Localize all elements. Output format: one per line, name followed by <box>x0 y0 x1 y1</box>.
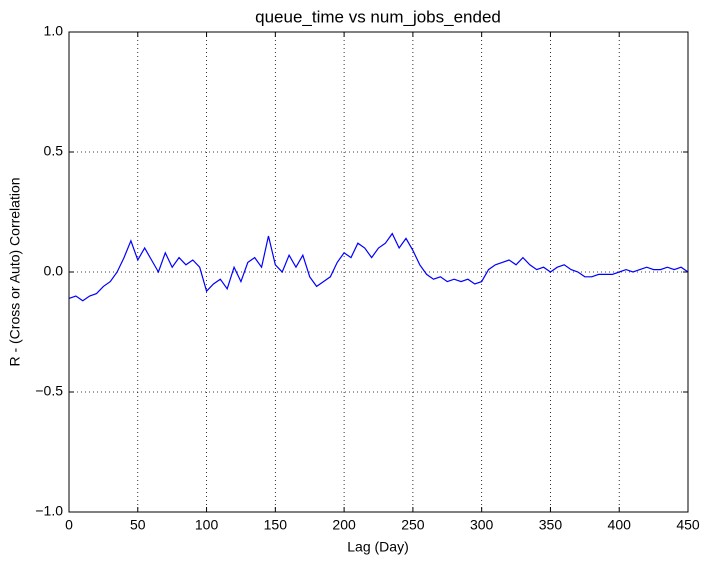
plot-frame <box>68 31 689 513</box>
y-tick-label: 0.0 <box>44 263 64 279</box>
x-tick-label: 350 <box>539 517 563 533</box>
y-tick-label: 1.0 <box>44 23 64 39</box>
x-tick-label: 300 <box>470 517 494 533</box>
x-tick-label: 250 <box>401 517 425 533</box>
data-line <box>68 232 689 302</box>
x-tick-label: 200 <box>332 517 356 533</box>
x-axis-label: Lag (Day) <box>347 539 408 555</box>
y-axis-label: R - (Cross or Auto) Correlation <box>7 177 23 366</box>
y-tick-label: 0.5 <box>44 143 64 159</box>
x-tick-label: 150 <box>264 517 288 533</box>
x-tick-label: 100 <box>195 517 219 533</box>
y-tick-label: −1.0 <box>35 503 63 519</box>
y-tick-label: −0.5 <box>35 383 63 399</box>
x-tick-label: 400 <box>608 517 632 533</box>
x-tick-label: 0 <box>65 517 73 533</box>
x-tick-label: 450 <box>676 517 700 533</box>
x-tick-label: 50 <box>130 517 146 533</box>
chart-title: queue_time vs num_jobs_ended <box>255 7 501 26</box>
